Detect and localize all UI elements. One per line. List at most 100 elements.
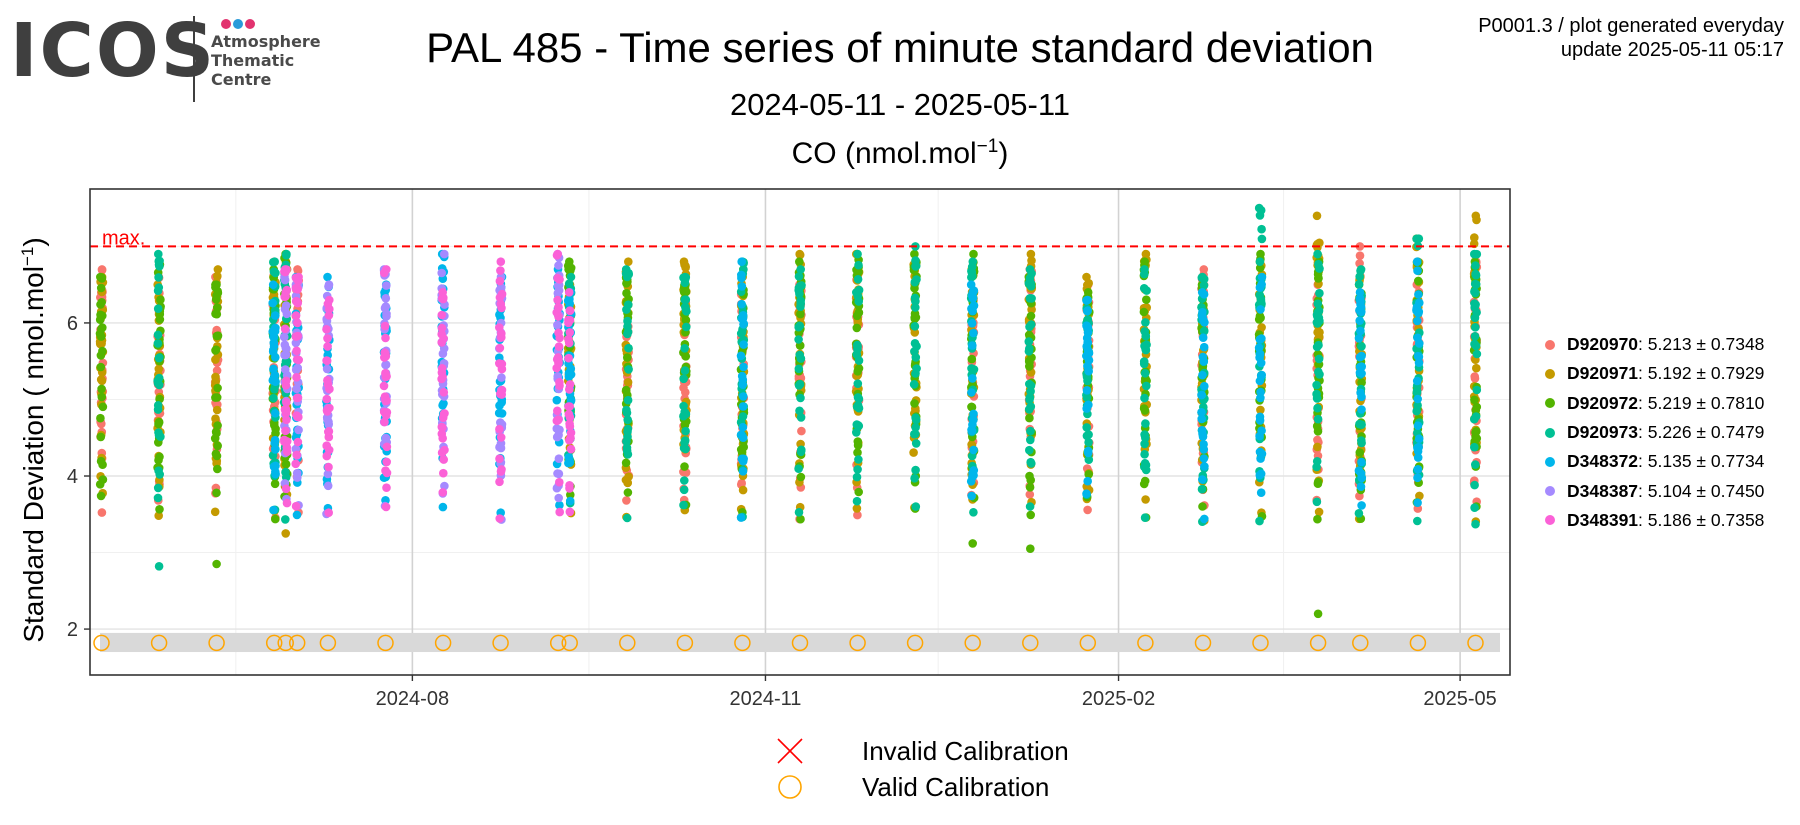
data-point — [1312, 342, 1322, 352]
data-point — [97, 508, 107, 517]
data-point — [796, 446, 806, 455]
data-point — [271, 514, 280, 524]
data-point — [154, 353, 164, 363]
data-point — [1141, 433, 1150, 443]
data-point — [96, 413, 105, 423]
valid-calibration-marker — [676, 634, 694, 652]
legend-marker-icon — [1545, 339, 1555, 350]
data-point — [382, 281, 391, 290]
data-point — [282, 309, 292, 319]
data-point — [271, 268, 280, 278]
data-point — [911, 413, 920, 423]
data-point — [912, 364, 921, 373]
data-point — [292, 346, 301, 356]
data-point — [280, 350, 289, 360]
data-point — [1413, 498, 1422, 508]
data-point — [281, 515, 290, 524]
legend-series-id: D920973 — [1567, 422, 1639, 443]
data-point — [1415, 491, 1424, 501]
data-point — [1357, 378, 1366, 387]
data-point — [292, 373, 301, 382]
data-point — [440, 445, 449, 455]
data-point — [796, 309, 805, 319]
data-point — [1470, 442, 1479, 452]
data-point — [212, 488, 221, 498]
data-point — [495, 293, 505, 302]
data-point — [1414, 308, 1423, 318]
data-point — [554, 342, 564, 351]
data-point — [323, 334, 332, 343]
data-point — [294, 425, 303, 435]
data-point — [1197, 414, 1206, 424]
data-point — [681, 295, 691, 305]
data-point — [1199, 290, 1209, 299]
data-point — [565, 315, 575, 325]
data-point — [380, 348, 390, 357]
data-point — [1083, 338, 1092, 347]
data-point — [797, 426, 806, 436]
data-point — [271, 469, 280, 479]
data-point — [854, 356, 864, 365]
data-point — [1355, 352, 1365, 362]
data-point — [1413, 421, 1423, 431]
data-point — [1142, 286, 1151, 295]
data-point — [1257, 323, 1266, 332]
data-point — [96, 351, 106, 360]
data-point — [282, 498, 292, 508]
legend-marker-icon — [1545, 427, 1555, 438]
data-point — [623, 269, 632, 279]
data-point — [1082, 351, 1091, 361]
data-point — [97, 384, 106, 394]
data-point — [98, 402, 108, 412]
data-point — [1312, 310, 1322, 320]
logo-text-line-2: Thematic — [211, 51, 295, 70]
data-point — [1472, 427, 1481, 436]
data-point — [1082, 489, 1091, 499]
data-point — [1025, 445, 1034, 455]
data-point — [1198, 432, 1208, 441]
data-point — [1198, 333, 1208, 343]
chart-subtitle: 2024-05-11 - 2025-05-11 — [729, 87, 1071, 122]
data-point — [1026, 426, 1035, 436]
data-point — [1470, 503, 1479, 512]
data-point — [1026, 435, 1035, 445]
data-point — [271, 311, 280, 320]
data-point — [967, 354, 977, 364]
data-point — [1314, 273, 1323, 283]
valid-calibration-marker — [1022, 634, 1039, 652]
data-point — [437, 364, 447, 373]
valid-calibration-marker — [734, 634, 751, 652]
data-point — [96, 432, 106, 442]
legend-item-d920972: D920972: 5.219 ± 0.7810 — [1543, 389, 1764, 418]
x-tick-label: 2024-08 — [376, 688, 449, 710]
data-point — [1357, 342, 1366, 351]
data-point — [968, 420, 977, 430]
data-point — [1312, 318, 1322, 327]
data-point — [270, 370, 280, 380]
data-point — [622, 496, 631, 505]
data-point — [910, 293, 920, 303]
data-point — [495, 343, 505, 353]
data-point — [1199, 281, 1209, 290]
data-point — [155, 505, 164, 514]
data-point — [322, 356, 331, 365]
data-point — [1139, 357, 1149, 366]
data-point — [213, 383, 222, 393]
data-point — [679, 485, 689, 495]
data-point — [854, 260, 863, 270]
data-point — [213, 464, 222, 474]
data-point — [322, 364, 332, 374]
data-point — [1314, 354, 1324, 364]
data-point — [292, 297, 301, 306]
data-point — [154, 428, 163, 437]
data-point — [969, 365, 979, 374]
data-point — [496, 389, 506, 399]
data-point — [555, 500, 564, 510]
data-point — [1025, 362, 1034, 371]
data-point — [564, 288, 574, 297]
data-point — [271, 353, 280, 362]
data-point — [322, 325, 331, 334]
legend-series-id: D920972 — [1567, 392, 1639, 413]
data-point — [737, 257, 746, 267]
data-point — [438, 434, 448, 443]
